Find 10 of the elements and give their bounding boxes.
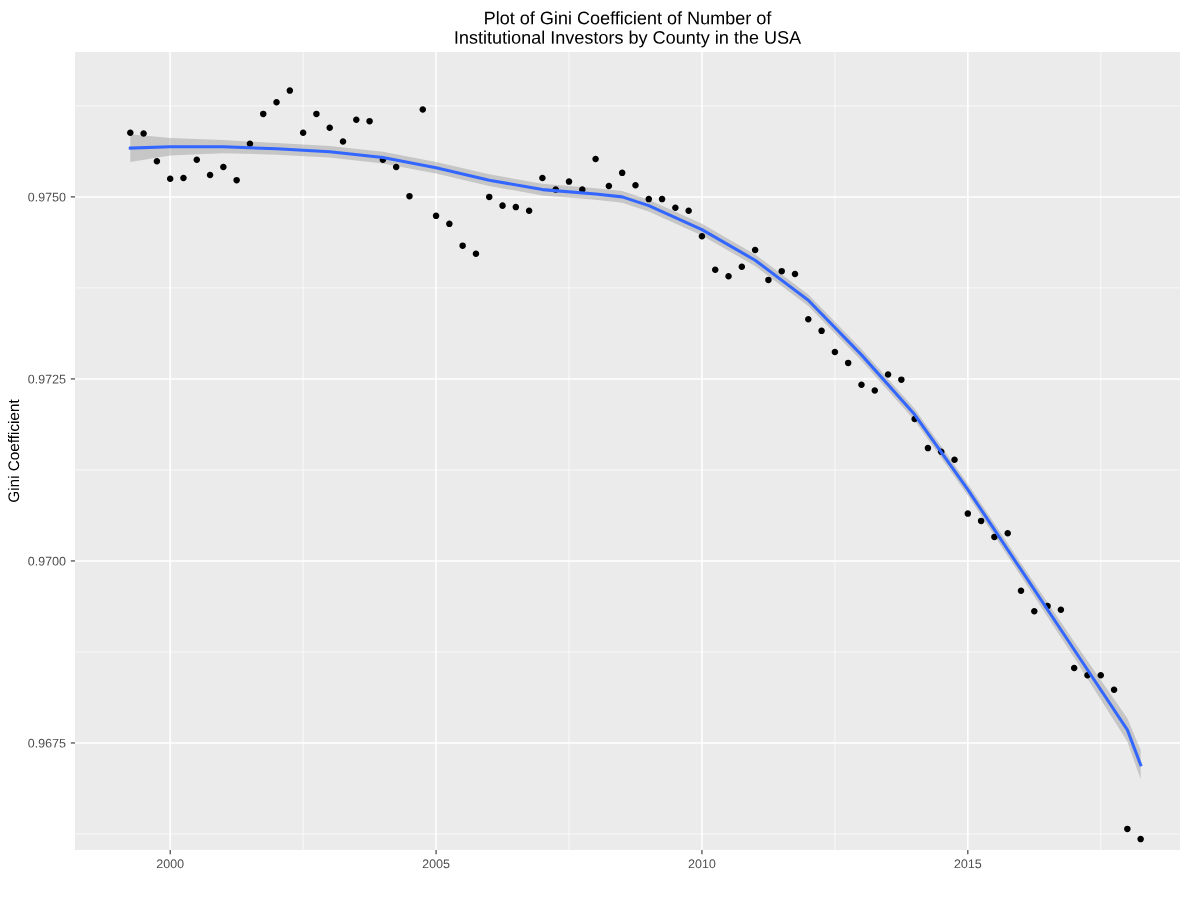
y-tick-label: 0.9700: [28, 556, 66, 566]
y-tick-label: 0.9675: [28, 738, 66, 748]
x-tick-label: 2005: [422, 859, 450, 869]
x-tick-label: 2000: [156, 859, 184, 869]
chart-title: Plot of Gini Coefficient of Number of Institutional Investors by County in the USA: [455, 11, 802, 48]
y-axis-title: Gini Coefficient: [7, 399, 20, 502]
y-tick-label: 0.9725: [28, 374, 66, 384]
x-tick-label: 2015: [954, 859, 982, 869]
y-tick-label: 0.9750: [28, 192, 66, 202]
x-tick-label: 2010: [688, 859, 716, 869]
